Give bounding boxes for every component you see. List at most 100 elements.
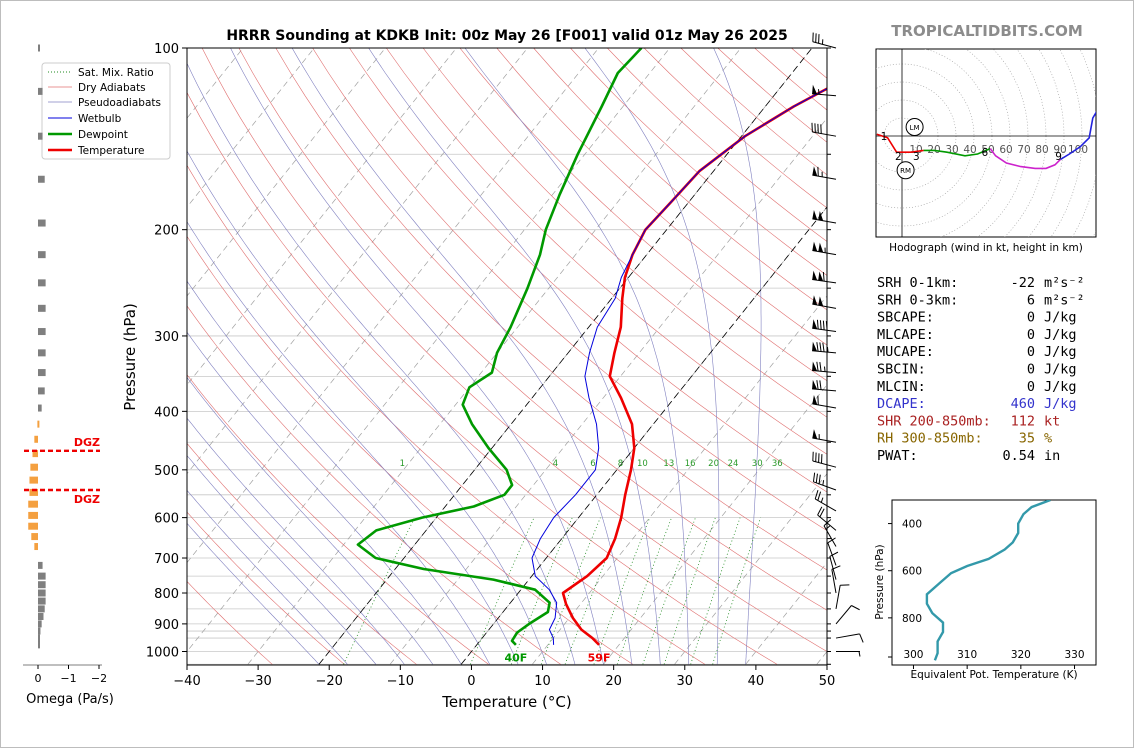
barb-flag bbox=[812, 295, 818, 306]
index-unit: in bbox=[1044, 448, 1060, 464]
index-value: 0 bbox=[1027, 310, 1035, 326]
skewt-axes: −40 −30 −20 −10 0 10 20 30 40 50 1000 900 800 700 600 5… bbox=[146, 42, 835, 689]
barb-staff bbox=[812, 388, 837, 392]
omega-bar bbox=[38, 349, 46, 357]
index-value: 0 bbox=[1027, 362, 1035, 378]
omega-bar bbox=[31, 533, 38, 541]
index-value: 0 bbox=[1027, 344, 1035, 360]
isotherm-line bbox=[187, 48, 599, 564]
index-value: 35 bbox=[1019, 431, 1035, 447]
dry-adiabat bbox=[496, 48, 827, 346]
index-value: 0 bbox=[1027, 379, 1035, 395]
barb-full bbox=[829, 551, 839, 557]
omega-bar bbox=[38, 132, 43, 140]
legend-box bbox=[41, 62, 171, 160]
wind-barb bbox=[812, 429, 837, 443]
index-label: DCAPE: bbox=[877, 396, 926, 412]
hodo-trace bbox=[876, 133, 898, 153]
index-value: 460 bbox=[1011, 396, 1035, 412]
barb-flag bbox=[818, 296, 824, 307]
mixing-ratio-label: 13 bbox=[663, 459, 674, 469]
barb-flag bbox=[812, 379, 818, 390]
omega-panel: 0 −1 −2 DGZ DGZ bbox=[23, 44, 107, 685]
moist-adiabat bbox=[368, 48, 661, 665]
omega-bar bbox=[38, 404, 42, 412]
index-value: 6 bbox=[1027, 292, 1035, 308]
moist-adiabat bbox=[230, 48, 604, 665]
wind-barbs bbox=[811, 32, 864, 657]
barb-half bbox=[826, 347, 829, 353]
wind-barb bbox=[835, 584, 850, 609]
barb-flag bbox=[818, 271, 824, 282]
barb-staff bbox=[812, 249, 837, 256]
moist-adiabat bbox=[187, 489, 348, 665]
wind-barb bbox=[812, 379, 837, 392]
moist-adiabat bbox=[187, 417, 405, 665]
omega-bar bbox=[37, 420, 40, 428]
moist-adiabat bbox=[584, 48, 720, 665]
x-tick-label: 10 bbox=[534, 674, 551, 689]
x-tick-label: 40 bbox=[748, 674, 765, 689]
wind-barb bbox=[812, 361, 837, 374]
hodo-ring-label: 10 bbox=[909, 144, 922, 156]
skewt-overlays: 1 4 6 8 10 13 16 20 24 30 36 40F 59F bbox=[400, 459, 783, 665]
mixing-ratio-line bbox=[663, 517, 716, 665]
barb-full bbox=[822, 271, 825, 282]
omega-bar bbox=[38, 328, 46, 336]
thetae-xtick-label: 320 bbox=[1011, 649, 1031, 661]
x-tick-label: −20 bbox=[316, 674, 343, 689]
omega-bar bbox=[38, 175, 45, 183]
omega-xlabel: Omega (Pa/s) bbox=[26, 692, 114, 707]
legend-label: Pseudoadiabats bbox=[78, 97, 161, 109]
omega-bar bbox=[38, 369, 46, 377]
moist-adiabat bbox=[464, 48, 690, 665]
barb-half bbox=[825, 525, 831, 530]
omega-bar bbox=[34, 435, 38, 443]
thetae-ytick-label: 600 bbox=[902, 566, 922, 578]
x-tick-label: 30 bbox=[677, 674, 694, 689]
barb-half bbox=[822, 480, 825, 486]
wind-barb bbox=[812, 210, 837, 224]
hodo-height-label: 6 bbox=[981, 147, 988, 159]
index-label: MLCIN: bbox=[877, 379, 926, 395]
barb-full bbox=[819, 342, 822, 352]
wind-barb bbox=[812, 451, 837, 468]
barb-full bbox=[825, 321, 828, 331]
wind-barb bbox=[814, 490, 837, 512]
index-value: 112 bbox=[1011, 413, 1035, 429]
index-unit: J/kg bbox=[1044, 379, 1077, 395]
isotherm-line bbox=[187, 48, 671, 653]
barb-full bbox=[816, 319, 819, 330]
moist-adiabat bbox=[187, 62, 576, 665]
barb-staff bbox=[813, 481, 837, 491]
legend-label: Dewpoint bbox=[78, 129, 128, 141]
isotherm-line bbox=[187, 48, 457, 386]
wind-barb bbox=[812, 395, 837, 409]
omega-bar bbox=[38, 597, 46, 605]
barb-full bbox=[822, 342, 825, 352]
index-row: SBCAPE: 0 J/kg bbox=[877, 310, 1077, 326]
omega-tick-label: −1 bbox=[60, 672, 76, 685]
index-label: SRH 0-1km: bbox=[877, 275, 958, 291]
omega-bar bbox=[38, 572, 46, 580]
omega-bar bbox=[28, 522, 38, 530]
hodo-trace bbox=[923, 147, 991, 157]
barb-flag bbox=[812, 84, 818, 95]
hodo-height-label: 2 bbox=[895, 151, 902, 163]
thetae-profile bbox=[925, 500, 1051, 661]
thetae-ytick-label: 800 bbox=[902, 613, 922, 625]
moist-adiabat bbox=[187, 221, 519, 665]
hodo-ring-label: 70 bbox=[1017, 144, 1030, 156]
dry-adiabat bbox=[275, 48, 827, 571]
dry-adiabat bbox=[533, 48, 827, 311]
barb-half bbox=[820, 497, 824, 503]
dry-adiabat bbox=[187, 374, 489, 665]
mixing-ratio-line bbox=[712, 517, 761, 665]
y-tick-label: 800 bbox=[154, 587, 179, 602]
thetae-xlabel: Equivalent Pot. Temperature (K) bbox=[910, 669, 1077, 681]
barb-full bbox=[822, 320, 825, 330]
barb-full bbox=[816, 380, 819, 390]
dry-adiabat bbox=[187, 442, 417, 665]
